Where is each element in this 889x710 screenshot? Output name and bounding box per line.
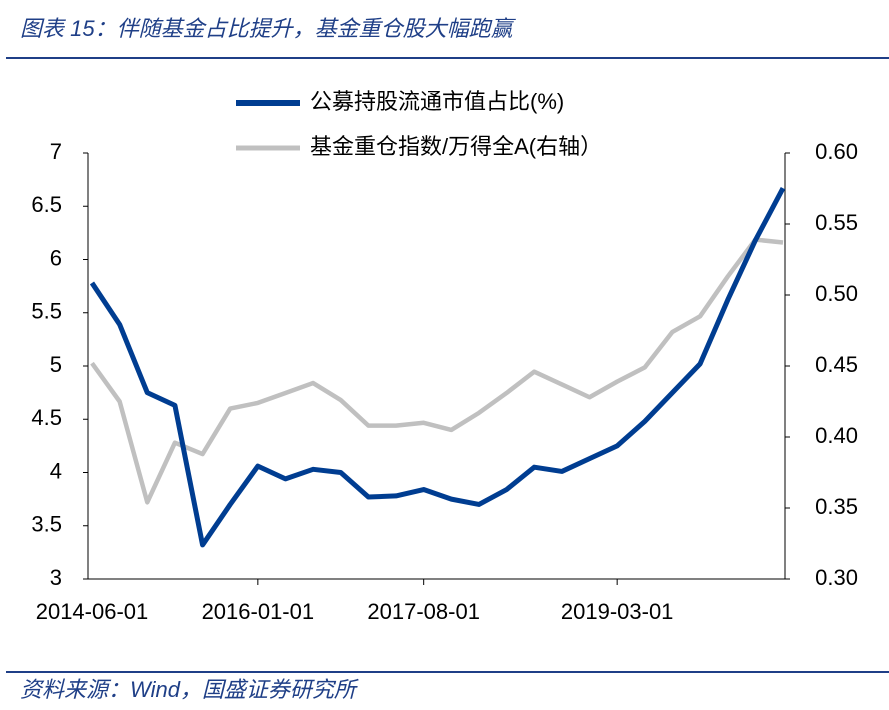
y-tick-label: 4.5	[31, 405, 62, 430]
y2-tick-label: 0.45	[815, 352, 858, 377]
source-note: 资料来源：Wind，国盛证券研究所	[20, 677, 359, 702]
y-tick-label: 5.5	[31, 299, 62, 324]
y-tick-label: 5	[50, 352, 62, 377]
y-tick-label: 6	[50, 245, 62, 270]
y2-tick-label: 0.30	[815, 565, 858, 590]
y2-tick-label: 0.35	[815, 494, 858, 519]
y2-tick-label: 0.50	[815, 281, 858, 306]
x-tick-label: 2019-03-01	[561, 599, 674, 624]
y-tick-label: 6.5	[31, 192, 62, 217]
y-tick-label: 3	[50, 565, 62, 590]
y2-tick-label: 0.55	[815, 210, 858, 235]
y-tick-label: 3.5	[31, 512, 62, 537]
x-tick-label: 2014-06-01	[36, 599, 149, 624]
page-title: 图表 15：伴随基金占比提升，基金重仓股大幅跑赢	[20, 16, 517, 41]
series-line	[89, 186, 786, 548]
series-line	[90, 237, 784, 505]
legend-label: 基金重仓指数/万得全A(右轴）	[310, 134, 602, 159]
x-tick-label: 2016-01-01	[202, 599, 315, 624]
y-tick-label: 4	[50, 458, 62, 483]
legend-label: 公募持股流通市值占比(%)	[310, 89, 564, 114]
y-tick-label: 7	[50, 139, 62, 164]
x-tick-label: 2017-08-01	[367, 599, 480, 624]
y2-tick-label: 0.40	[815, 423, 858, 448]
y2-tick-label: 0.60	[815, 139, 858, 164]
